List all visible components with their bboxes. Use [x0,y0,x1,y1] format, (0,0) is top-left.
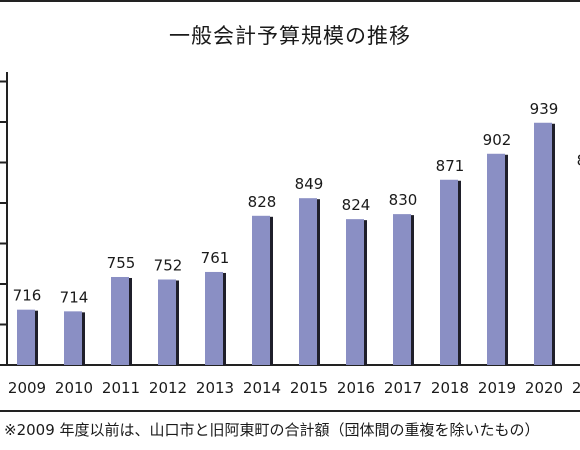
data-label: 939 [530,100,559,118]
x-tick-label: 2021 [572,379,580,397]
bar [111,276,129,365]
data-label: 828 [248,193,277,211]
x-tick-label: 2010 [55,379,93,397]
chart-frame: 一般会計予算規模の推移 716 2009 714 2010 755 2011 752 2012… [0,0,580,397]
x-tick-label: 2013 [196,379,234,397]
footnote-divider [0,410,580,412]
data-label: 871 [436,157,465,175]
bar [64,311,82,365]
data-label: 752 [154,257,183,275]
data-label: 761 [201,249,230,267]
bar [252,215,270,365]
x-tick-label: 2012 [149,379,187,397]
bar [17,309,35,365]
bar [205,271,223,365]
bar [487,153,505,365]
bar [346,219,364,365]
data-label: 824 [342,196,371,214]
data-label: 849 [295,175,324,193]
x-tick-label: 2016 [337,379,375,397]
data-label: 716 [13,287,42,305]
x-tick-label: 2019 [478,379,516,397]
bar [534,122,552,365]
x-tick-label: 2015 [290,379,328,397]
data-label: 755 [107,254,136,272]
x-tick-label: 2018 [431,379,469,397]
data-label: 830 [389,191,418,209]
x-tick-label: 2020 [525,379,563,397]
bar-chart: 716 2009 714 2010 755 2011 752 2012 761 2013 828 20… [0,72,580,397]
data-label: 902 [483,131,512,149]
bar [440,179,458,365]
bar [158,279,176,365]
x-tick-label: 2017 [384,379,422,397]
bar [393,214,411,365]
x-tick-label: 2009 [8,379,46,397]
data-label: 714 [60,288,89,306]
x-tick-label: 2014 [243,379,281,397]
x-tick-label: 2011 [102,379,140,397]
data-label: 877 [577,152,580,170]
bar [299,198,317,365]
chart-title: 一般会計予算規模の推移 [169,24,411,48]
footnote: ※2009 年度以前は、山口市と旧阿東町の合計額（団体間の重複を除いたもの） [4,421,540,439]
